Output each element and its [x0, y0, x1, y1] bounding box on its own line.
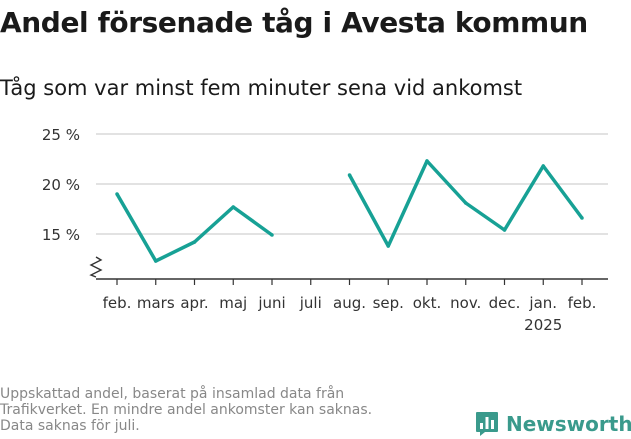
x-axis-ticks: feb. mars apr. maj juni juli aug. sep. okt. nov. d…: [103, 279, 597, 334]
footnote-line: Data saknas för juli.: [0, 418, 140, 434]
x-tick-label: maj: [219, 294, 247, 312]
data-point: [115, 192, 119, 196]
x-tick-label: nov.: [450, 294, 481, 312]
x-tick-label: juni: [257, 294, 285, 312]
bar-chart-logo-icon: [476, 412, 498, 436]
x-tick-label: juli: [299, 294, 322, 312]
chart-title: Andel försenade tåg i Avesta kommun: [0, 6, 588, 39]
footnote-line: Uppskattad andel, baserat på insamlad da…: [0, 386, 345, 402]
footnote-line: Trafikverket. En mindre andel ankomster …: [0, 402, 373, 418]
data-point: [502, 228, 507, 232]
y-tick-label: 20 %: [42, 176, 80, 194]
brand-logo: Newsworthy: [475, 410, 631, 438]
x-tick-label: feb.: [568, 294, 597, 312]
x-tick-label: mars: [137, 294, 175, 312]
data-point: [231, 205, 235, 209]
chart-subtitle: Tåg som var minst fem minuter sena vid a…: [0, 76, 523, 100]
x-tick-label: aug.: [333, 294, 366, 312]
data-point: [154, 259, 158, 263]
gridlines: [96, 133, 608, 235]
y-axis-ticks: 15 % 20 % 25 %: [42, 126, 80, 244]
data-point: [347, 173, 352, 177]
x-tick-label: feb.: [103, 294, 132, 312]
x-axis: [89, 256, 608, 280]
data-point: [270, 233, 274, 237]
data-point: [580, 216, 584, 220]
y-tick-label: 15 %: [42, 226, 80, 244]
footnote: Uppskattad andel, baserat på insamlad da…: [0, 386, 440, 434]
x-tick-label: jan.: [528, 294, 557, 312]
x-tick-label: okt.: [413, 294, 442, 312]
x-tick-label: dec.: [489, 294, 521, 312]
data-point: [464, 201, 468, 205]
series-lines: [115, 159, 584, 263]
data-point: [425, 159, 429, 163]
brand-name: Newsworthy: [506, 412, 631, 436]
x-year-label: 2025: [524, 316, 562, 334]
x-tick-label: sep.: [373, 294, 404, 312]
y-tick-label: 25 %: [42, 126, 80, 144]
series-line-segment: [115, 193, 274, 263]
data-point: [192, 240, 197, 244]
x-tick-label: apr.: [180, 294, 208, 312]
data-point: [541, 164, 545, 168]
axis-break-marker: [89, 256, 103, 278]
data-point: [386, 244, 390, 248]
